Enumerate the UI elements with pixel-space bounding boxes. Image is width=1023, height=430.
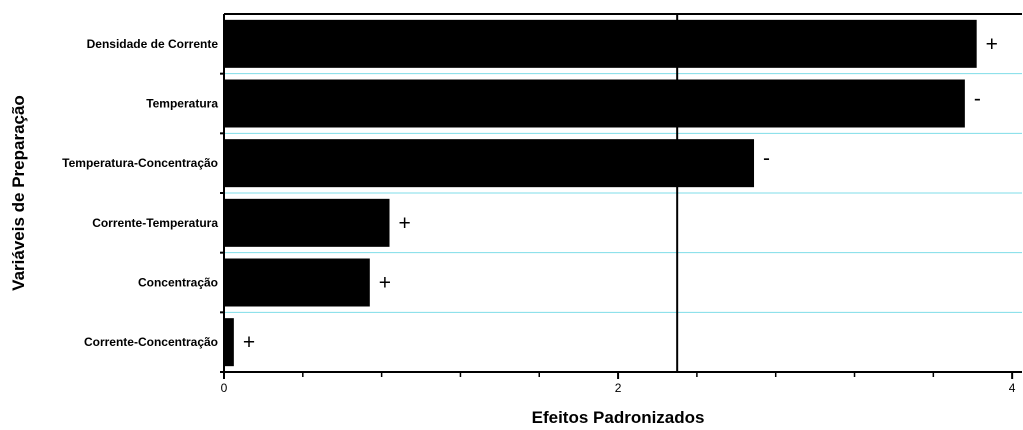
grid-layer	[224, 73, 1022, 313]
effect-bar	[224, 79, 965, 128]
category-label: Corrente-Temperatura	[92, 216, 218, 230]
effect-bar	[224, 19, 977, 68]
effect-bar	[224, 139, 755, 188]
category-label: Temperatura	[146, 97, 218, 111]
effect-sign-label: +	[986, 33, 998, 56]
effect-bar	[224, 198, 390, 247]
category-label: Concentração	[138, 276, 218, 290]
y-axis-title: Variáveis de Preparação	[9, 95, 28, 291]
category-label: Temperatura-Concentração	[62, 156, 218, 170]
x-tick-label: 4	[1009, 381, 1016, 395]
category-label: Densidade de Corrente	[87, 37, 219, 51]
effect-sign-label: +	[399, 212, 411, 235]
effect-sign-label: -	[974, 88, 981, 111]
category-label: Corrente-Concentração	[84, 335, 218, 349]
effect-bar	[224, 258, 370, 307]
bars-layer	[224, 19, 977, 367]
effect-sign-label: -	[763, 147, 770, 170]
effect-sign-label: +	[379, 272, 391, 295]
x-axis-title: Efeitos Padronizados	[532, 408, 705, 427]
effect-sign-label: +	[243, 331, 255, 354]
x-tick-label: 0	[221, 381, 228, 395]
labels-layer: Densidade de Corrente + Temperatura - Temper…	[62, 33, 998, 354]
effect-bar	[224, 318, 234, 367]
x-ticks-layer: 0 2 4	[220, 72, 1016, 395]
x-tick-label: 2	[615, 381, 622, 395]
